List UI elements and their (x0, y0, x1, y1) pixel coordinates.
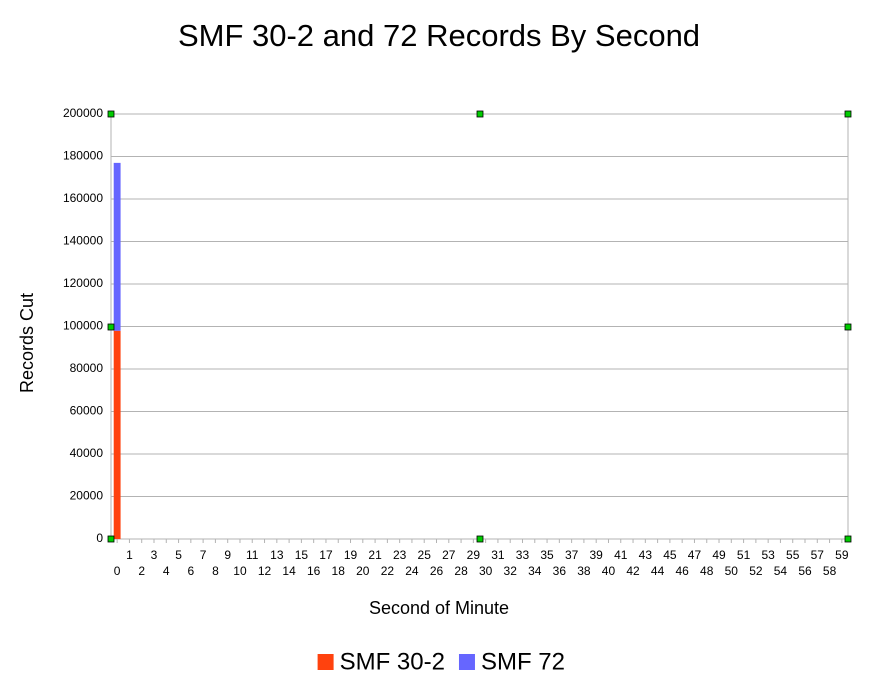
bar (113, 330, 121, 539)
x-tick-label: 15 (295, 548, 309, 562)
y-tick-label: 200000 (63, 106, 103, 120)
x-tick-label: 25 (418, 548, 432, 562)
x-tick-label: 0 (114, 564, 121, 578)
x-tick-label: 8 (212, 564, 219, 578)
y-tick-label: 0 (96, 531, 103, 545)
x-tick-label: 6 (187, 564, 194, 578)
x-tick-label: 32 (504, 564, 518, 578)
x-tick-label: 41 (614, 548, 628, 562)
x-tick-label: 29 (467, 548, 481, 562)
x-tick-label: 19 (344, 548, 358, 562)
x-tick-label: 55 (786, 548, 800, 562)
x-tick-label: 7 (200, 548, 207, 562)
x-tick-label: 27 (442, 548, 456, 562)
x-tick-label: 26 (430, 564, 444, 578)
x-tick-label: 17 (319, 548, 333, 562)
x-tick-label: 48 (700, 564, 714, 578)
y-tick-label: 20000 (70, 489, 104, 503)
x-tick-label: 38 (577, 564, 591, 578)
x-axis-label: Second of Minute (369, 598, 509, 618)
y-tick-label: 180000 (63, 149, 103, 163)
x-tick-label: 21 (368, 548, 382, 562)
x-tick-label: 28 (454, 564, 468, 578)
y-tick-label: 120000 (63, 276, 103, 290)
y-tick-label: 160000 (63, 191, 103, 205)
x-tick-label: 50 (725, 564, 739, 578)
x-tick-label: 34 (528, 564, 542, 578)
x-tick-label: 43 (639, 548, 653, 562)
y-tick-label: 40000 (70, 446, 104, 460)
x-tick-label: 59 (835, 548, 849, 562)
x-tick-label: 58 (823, 564, 837, 578)
x-tick-label: 1 (126, 548, 133, 562)
x-tick-label: 30 (479, 564, 493, 578)
y-tick-label: 140000 (63, 234, 103, 248)
y-axis-label: Records Cut (17, 293, 37, 393)
x-tick-label: 33 (516, 548, 530, 562)
x-tick-label: 51 (737, 548, 751, 562)
x-tick-label: 4 (163, 564, 170, 578)
x-tick-label: 14 (282, 564, 296, 578)
x-tick-label: 56 (798, 564, 812, 578)
legend-label: SMF 72 (481, 648, 565, 675)
x-tick-label: 11 (246, 548, 259, 562)
x-tick-label: 37 (565, 548, 579, 562)
x-tick-label: 10 (233, 564, 247, 578)
x-tick-label: 47 (688, 548, 702, 562)
x-tick-label: 5 (175, 548, 182, 562)
x-tick-label: 46 (675, 564, 689, 578)
y-tick-label: 100000 (63, 319, 103, 333)
legend-swatch (458, 654, 475, 670)
y-tick-label: 60000 (70, 404, 104, 418)
x-tick-label: 52 (749, 564, 763, 578)
x-tick-label: 39 (590, 548, 604, 562)
x-tick-label: 12 (258, 564, 272, 578)
bar (113, 162, 121, 331)
x-tick-label: 35 (540, 548, 554, 562)
legend-label: SMF 30-2 (340, 648, 445, 675)
x-tick-label: 16 (307, 564, 321, 578)
x-tick-label: 31 (491, 548, 505, 562)
x-tick-label: 20 (356, 564, 370, 578)
x-tick-label: 13 (270, 548, 284, 562)
x-tick-label: 49 (712, 548, 726, 562)
x-tick-label: 23 (393, 548, 407, 562)
x-tick-label: 44 (651, 564, 665, 578)
legend-swatch (317, 654, 334, 670)
x-tick-label: 45 (663, 548, 677, 562)
x-tick-label: 3 (151, 548, 158, 562)
x-tick-label: 42 (626, 564, 640, 578)
x-tick-label: 24 (405, 564, 419, 578)
x-tick-label: 57 (811, 548, 825, 562)
x-tick-label: 53 (761, 548, 775, 562)
x-tick-label: 22 (381, 564, 395, 578)
x-tick-label: 9 (224, 548, 231, 562)
selection-handles (107, 110, 852, 543)
x-tick-label: 2 (138, 564, 145, 578)
chart-title: SMF 30-2 and 72 Records By Second (178, 18, 700, 53)
x-tick-label: 40 (602, 564, 616, 578)
y-tick-label: 80000 (70, 361, 104, 375)
x-tick-label: 36 (553, 564, 567, 578)
x-tick-label: 54 (774, 564, 788, 578)
x-tick-label: 18 (332, 564, 346, 578)
